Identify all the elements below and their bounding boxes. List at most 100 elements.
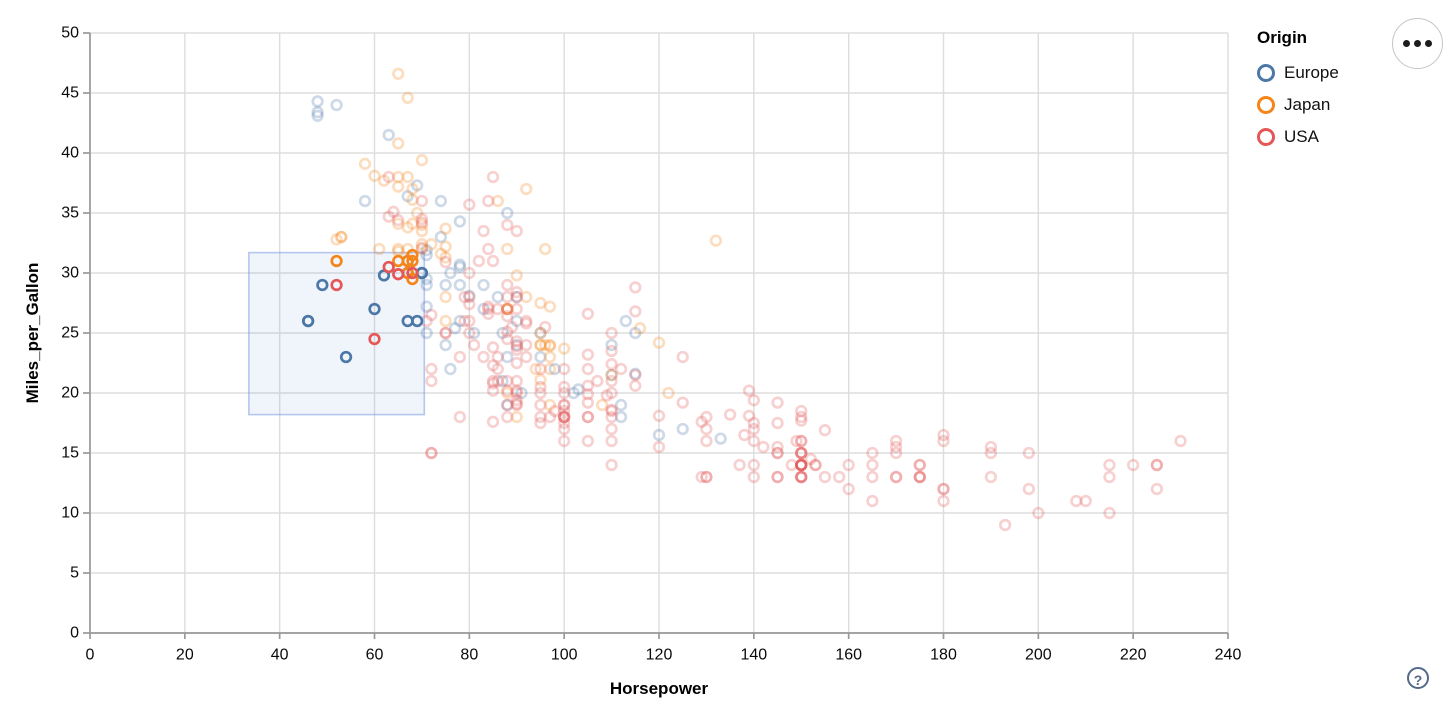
scatter-point-japan[interactable] <box>415 242 429 256</box>
scatter-point-usa[interactable] <box>795 458 808 472</box>
scatter-point-usa[interactable] <box>842 458 855 472</box>
scatter-point-japan[interactable] <box>605 368 618 382</box>
scatter-point-usa[interactable] <box>543 410 557 424</box>
scatter-point-europe[interactable] <box>444 362 457 376</box>
scatter-point-usa[interactable] <box>458 290 471 304</box>
scatter-point-europe[interactable] <box>605 368 618 382</box>
scatter-point-japan[interactable] <box>392 170 405 184</box>
scatter-point-usa[interactable] <box>605 358 618 371</box>
scatter-point-usa[interactable] <box>747 434 760 448</box>
scatter-point-japan[interactable] <box>534 338 547 352</box>
scatter-point-europe[interactable] <box>401 190 414 203</box>
scatter-point-japan[interactable] <box>501 242 514 256</box>
scatter-point-usa[interactable] <box>790 434 803 448</box>
scatter-point-usa[interactable] <box>695 470 708 484</box>
scatter-point-usa[interactable] <box>463 298 476 311</box>
scatter-point-usa[interactable] <box>534 410 547 424</box>
scatter-point-usa[interactable] <box>463 266 476 280</box>
scatter-point-usa[interactable] <box>605 404 618 418</box>
scatter-point-usa[interactable] <box>1079 494 1092 508</box>
scatter-point-europe[interactable] <box>401 314 414 328</box>
scatter-point-usa[interactable] <box>700 410 713 424</box>
scatter-point-usa[interactable] <box>477 224 490 238</box>
scatter-point-usa[interactable] <box>520 314 533 328</box>
scatter-point-usa[interactable] <box>889 470 903 484</box>
scatter-point-usa[interactable] <box>771 446 784 460</box>
scatter-point-japan[interactable] <box>439 240 452 253</box>
scatter-point-japan[interactable] <box>406 182 419 196</box>
scatter-point-usa[interactable] <box>629 379 642 392</box>
scatter-point-japan[interactable] <box>406 254 419 268</box>
scatter-point-usa[interactable] <box>501 278 514 292</box>
scatter-point-usa[interactable] <box>482 300 495 313</box>
scatter-point-europe[interactable] <box>501 398 514 412</box>
scatter-point-usa[interactable] <box>795 458 808 472</box>
scatter-point-europe[interactable] <box>420 300 433 313</box>
scatter-point-usa[interactable] <box>534 380 547 394</box>
scatter-point-japan[interactable] <box>392 67 405 80</box>
scatter-point-usa[interactable] <box>581 434 595 448</box>
scatter-point-japan[interactable] <box>543 362 557 376</box>
scatter-point-usa[interactable] <box>558 422 571 436</box>
scatter-point-usa[interactable] <box>676 350 689 364</box>
scatter-point-usa[interactable] <box>505 320 519 334</box>
scatter-point-usa[interactable] <box>558 404 571 418</box>
scatter-point-usa[interactable] <box>486 254 500 268</box>
scatter-point-usa[interactable] <box>785 458 798 472</box>
scatter-point-usa[interactable] <box>534 386 547 400</box>
scatter-point-europe[interactable] <box>448 322 462 335</box>
scatter-point-usa[interactable] <box>486 170 500 184</box>
scatter-point-japan[interactable] <box>543 398 557 412</box>
scatter-point-usa[interactable] <box>818 470 832 484</box>
scatter-point-europe[interactable] <box>311 95 324 108</box>
scatter-point-usa[interactable] <box>510 302 523 316</box>
scatter-point-usa[interactable] <box>629 305 642 318</box>
scatter-point-usa[interactable] <box>747 394 760 407</box>
scatter-point-usa[interactable] <box>866 470 879 484</box>
scatter-point-japan[interactable] <box>709 234 723 247</box>
scatter-point-usa[interactable] <box>795 470 808 484</box>
scatter-point-europe[interactable] <box>339 350 353 364</box>
scatter-point-usa[interactable] <box>771 470 784 484</box>
unselected-points[interactable] <box>311 67 1187 532</box>
scatter-point-europe[interactable] <box>676 422 689 436</box>
scatter-point-japan[interactable] <box>520 182 533 196</box>
scatter-point-usa[interactable] <box>733 458 746 472</box>
scatter-point-europe[interactable] <box>515 386 528 400</box>
scatter-point-usa[interactable] <box>392 214 405 227</box>
scatter-point-usa[interactable] <box>558 410 571 424</box>
scatter-point-europe[interactable] <box>496 326 509 340</box>
scatter-point-japan[interactable] <box>425 238 438 251</box>
scatter-point-europe[interactable] <box>477 278 490 292</box>
scatter-point-usa[interactable] <box>700 470 713 484</box>
scatter-point-europe[interactable] <box>605 338 618 352</box>
scatter-point-japan[interactable] <box>662 386 675 400</box>
scatter-point-japan[interactable] <box>373 242 386 256</box>
scatter-point-usa[interactable] <box>510 398 523 412</box>
scatter-point-usa[interactable] <box>700 470 713 484</box>
scatter-point-japan[interactable] <box>529 362 542 376</box>
scatter-point-usa[interactable] <box>1103 458 1116 472</box>
scatter-point-europe[interactable] <box>477 302 490 316</box>
scatter-point-usa[interactable] <box>486 415 500 428</box>
scatter-point-usa[interactable] <box>501 384 514 397</box>
scatter-point-usa[interactable] <box>747 470 760 484</box>
scatter-point-usa[interactable] <box>463 290 476 304</box>
scatter-point-japan[interactable] <box>415 218 429 232</box>
scatter-point-usa[interactable] <box>723 408 737 421</box>
scatter-point-usa[interactable] <box>913 470 926 484</box>
scatter-point-usa[interactable] <box>491 362 504 376</box>
scatter-point-usa[interactable] <box>382 210 395 223</box>
scatter-point-usa[interactable] <box>510 394 523 407</box>
scatter-point-usa[interactable] <box>425 446 438 460</box>
scatter-point-europe[interactable] <box>572 383 585 396</box>
scatter-point-usa[interactable] <box>795 470 808 484</box>
scatter-point-europe[interactable] <box>496 374 509 388</box>
scatter-point-usa[interactable] <box>510 286 523 299</box>
scatter-point-usa[interactable] <box>842 482 855 496</box>
scatter-point-europe[interactable] <box>439 278 452 292</box>
scatter-point-europe[interactable] <box>330 98 343 112</box>
scatter-point-japan[interactable] <box>510 269 523 282</box>
scatter-point-usa[interactable] <box>453 410 467 424</box>
scatter-point-usa[interactable] <box>600 389 613 402</box>
